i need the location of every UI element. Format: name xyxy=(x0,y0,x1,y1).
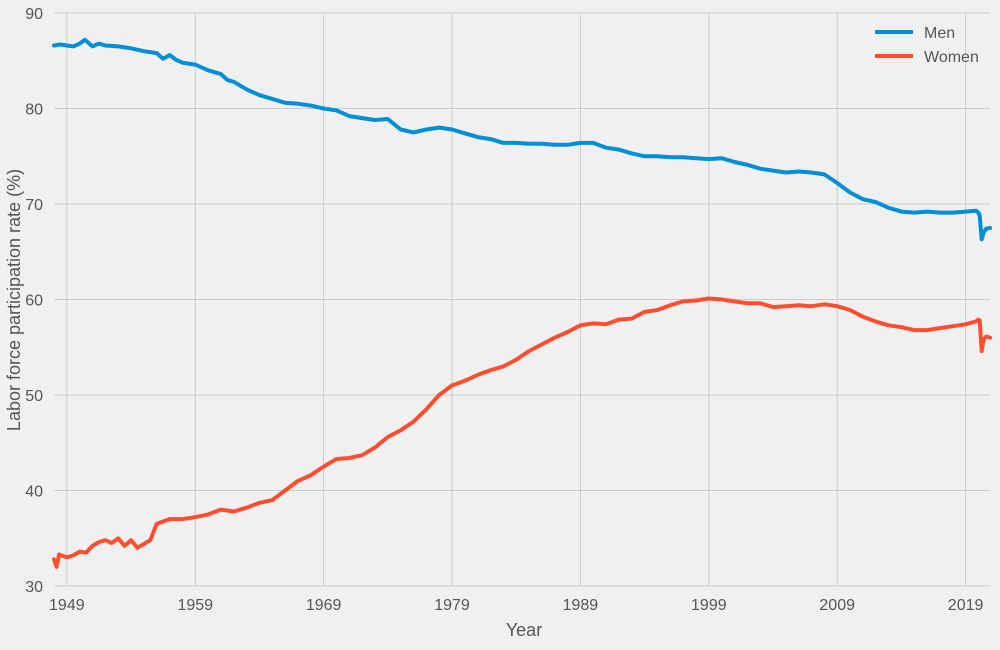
tick-labels: 30 40 50 60 70 80 90 1949 1959 1969 1979 1989 1999 20… xyxy=(25,6,983,614)
legend-label-men: Men xyxy=(924,25,955,42)
y-tick-label: 90 xyxy=(25,6,43,23)
x-tick-label: 1969 xyxy=(306,597,342,614)
y-axis-title: Labor force participation rate (%) xyxy=(4,169,24,431)
grid-lines xyxy=(54,12,990,587)
y-tick-label: 40 xyxy=(25,484,43,501)
x-tick-label: 2009 xyxy=(819,597,855,614)
x-tick-label: 1999 xyxy=(691,597,727,614)
y-tick-label: 30 xyxy=(25,579,43,596)
x-tick-label: 1959 xyxy=(177,597,213,614)
y-tick-label: 50 xyxy=(25,388,43,405)
x-tick-label: 1949 xyxy=(49,597,85,614)
x-tick-label: 1979 xyxy=(434,597,470,614)
x-axis-title: Year xyxy=(506,620,542,640)
y-tick-label: 60 xyxy=(25,293,43,310)
series-line-men xyxy=(52,37,992,242)
y-tick-label: 70 xyxy=(25,197,43,214)
legend: Men Women xyxy=(875,25,979,66)
series-lines xyxy=(52,37,992,569)
legend-label-women: Women xyxy=(924,49,979,66)
x-tick-label: 1989 xyxy=(563,597,599,614)
x-tick-label: 2019 xyxy=(948,597,984,614)
series-line-women xyxy=(52,296,992,569)
y-tick-label: 80 xyxy=(25,102,43,119)
